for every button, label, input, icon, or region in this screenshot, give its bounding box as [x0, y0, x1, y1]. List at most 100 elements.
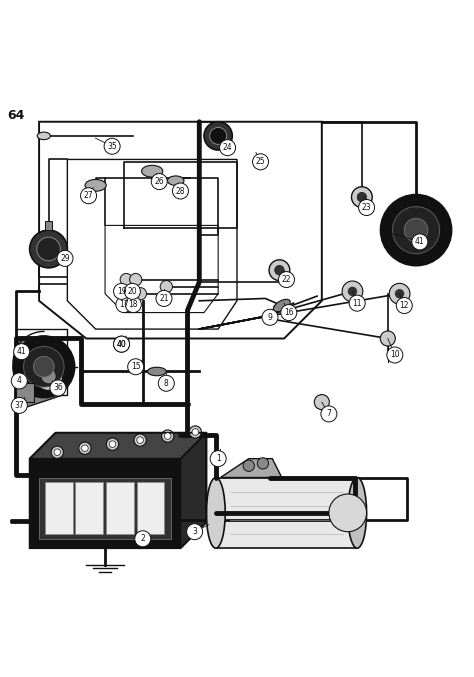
Circle shape	[124, 284, 140, 299]
Circle shape	[106, 438, 118, 450]
Circle shape	[162, 430, 174, 442]
Circle shape	[51, 446, 64, 458]
Circle shape	[314, 395, 329, 410]
Text: 1: 1	[216, 454, 220, 463]
Polygon shape	[106, 482, 134, 534]
Circle shape	[404, 219, 428, 242]
Circle shape	[156, 290, 172, 307]
Circle shape	[253, 154, 269, 170]
Circle shape	[50, 380, 66, 396]
Circle shape	[392, 206, 439, 254]
Circle shape	[412, 234, 428, 250]
Circle shape	[358, 200, 374, 215]
Text: 37: 37	[14, 401, 24, 410]
Circle shape	[135, 531, 151, 547]
Circle shape	[275, 265, 284, 275]
Circle shape	[329, 494, 366, 531]
Text: 2: 2	[140, 534, 145, 543]
Circle shape	[14, 344, 30, 359]
Circle shape	[262, 309, 278, 326]
Ellipse shape	[206, 477, 225, 548]
Circle shape	[24, 347, 64, 387]
Circle shape	[281, 305, 297, 321]
Text: 4: 4	[17, 376, 22, 385]
Circle shape	[116, 297, 132, 313]
Circle shape	[321, 406, 337, 422]
Circle shape	[381, 195, 451, 265]
Polygon shape	[16, 383, 35, 402]
Circle shape	[11, 373, 27, 389]
Circle shape	[269, 260, 290, 280]
Circle shape	[164, 433, 171, 439]
Text: 15: 15	[131, 362, 140, 371]
Circle shape	[109, 441, 116, 447]
Circle shape	[34, 356, 54, 377]
Ellipse shape	[273, 299, 290, 311]
Circle shape	[389, 284, 410, 304]
Circle shape	[151, 173, 167, 190]
Circle shape	[36, 237, 60, 261]
Circle shape	[41, 369, 56, 384]
Circle shape	[120, 274, 132, 286]
FancyBboxPatch shape	[216, 477, 357, 548]
Text: 3: 3	[192, 527, 197, 536]
Circle shape	[192, 429, 199, 435]
Circle shape	[134, 434, 146, 446]
Text: 22: 22	[282, 275, 291, 284]
Text: 41: 41	[17, 347, 27, 356]
Circle shape	[79, 442, 91, 454]
Circle shape	[380, 331, 395, 346]
Circle shape	[210, 451, 226, 466]
Text: 41: 41	[415, 238, 425, 246]
Text: 19: 19	[117, 287, 127, 296]
Text: 24: 24	[223, 143, 232, 152]
Text: 9: 9	[267, 313, 273, 322]
Circle shape	[204, 122, 232, 150]
Ellipse shape	[85, 179, 106, 191]
Circle shape	[219, 139, 236, 156]
Ellipse shape	[147, 367, 166, 376]
Circle shape	[357, 192, 366, 202]
Text: 23: 23	[362, 203, 372, 212]
Circle shape	[114, 336, 129, 352]
Circle shape	[114, 284, 129, 299]
Ellipse shape	[37, 132, 50, 139]
Circle shape	[35, 362, 63, 391]
Circle shape	[210, 127, 227, 144]
Text: 12: 12	[400, 301, 409, 310]
Circle shape	[57, 250, 73, 267]
Text: 28: 28	[176, 186, 185, 196]
Circle shape	[125, 297, 141, 313]
Circle shape	[396, 297, 412, 313]
Text: 10: 10	[390, 351, 400, 359]
Circle shape	[129, 274, 142, 286]
Circle shape	[278, 271, 294, 288]
Circle shape	[81, 188, 97, 204]
Circle shape	[54, 449, 61, 456]
Text: 17: 17	[119, 300, 129, 309]
Circle shape	[395, 289, 404, 299]
Text: 20: 20	[128, 287, 137, 296]
Text: 21: 21	[159, 294, 169, 303]
Circle shape	[104, 138, 120, 154]
Circle shape	[30, 230, 67, 268]
Polygon shape	[20, 338, 63, 409]
Polygon shape	[220, 458, 282, 477]
Circle shape	[387, 347, 403, 363]
Text: 64: 64	[7, 108, 25, 122]
Polygon shape	[45, 482, 73, 534]
Polygon shape	[181, 433, 206, 548]
Circle shape	[187, 524, 202, 540]
Circle shape	[342, 281, 363, 302]
Circle shape	[137, 437, 144, 443]
Text: 7: 7	[327, 410, 331, 418]
Text: 18: 18	[128, 300, 138, 309]
Polygon shape	[137, 482, 164, 534]
Circle shape	[160, 280, 173, 292]
Text: 40: 40	[117, 340, 127, 349]
Circle shape	[125, 288, 137, 300]
Text: 40: 40	[117, 340, 127, 349]
Text: 16: 16	[284, 308, 294, 317]
Text: 27: 27	[84, 191, 93, 200]
Circle shape	[348, 286, 357, 296]
